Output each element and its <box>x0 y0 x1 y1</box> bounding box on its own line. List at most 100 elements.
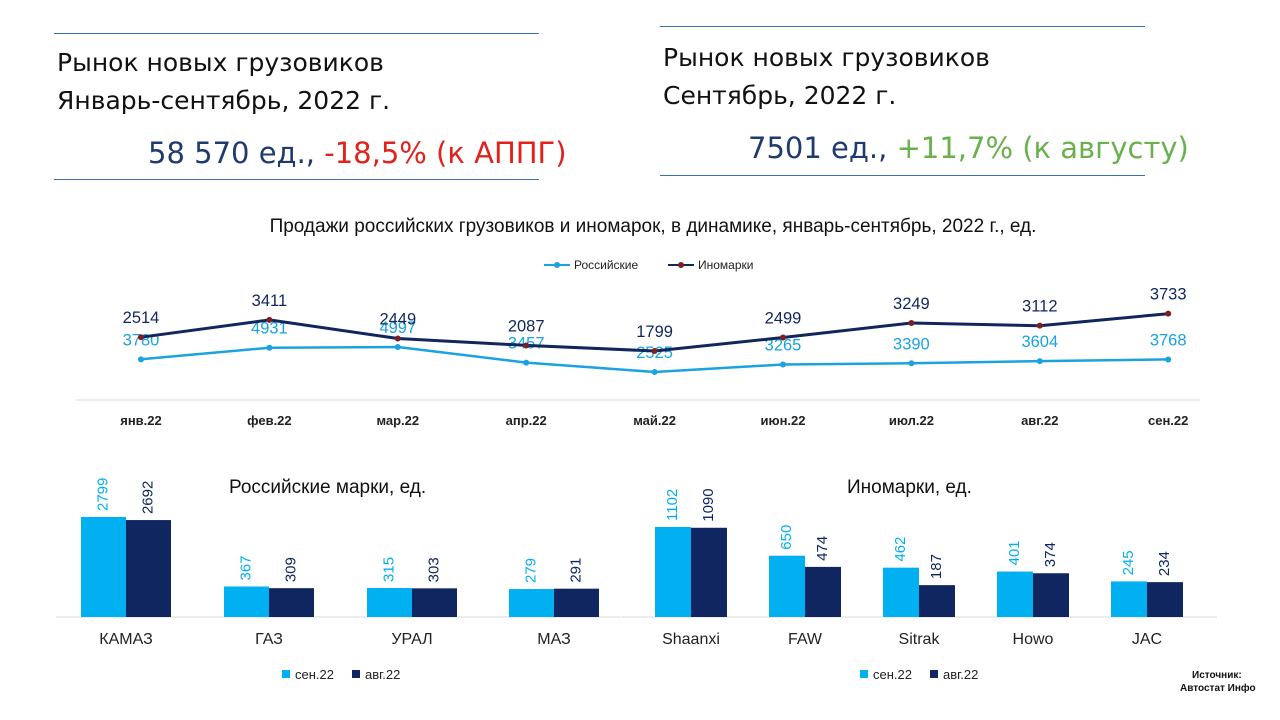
kpi-right-title-line1: Рынок новых грузовиков <box>663 43 990 72</box>
foreign-legend-swatch-sep <box>860 670 868 678</box>
foreign-category-label: Howo <box>1013 631 1054 648</box>
ru-bar-aug <box>554 588 599 617</box>
foreign-bar-aug <box>1033 573 1069 617</box>
kpi-left-top-rule <box>54 33 539 34</box>
line-chart: РоссийскиеИномарки3780493149973457252532… <box>76 258 1200 428</box>
point-russian <box>908 360 915 367</box>
data-label-russian: 4997 <box>379 319 416 337</box>
x-tick-label: июн.22 <box>760 413 805 428</box>
foreign-legend-label-aug: авг.22 <box>943 667 978 682</box>
legend-label-foreign: Иномарки <box>698 258 753 272</box>
source-note: Источник: Автостат Инфо <box>1180 669 1256 695</box>
x-tick-label: авг.22 <box>1021 413 1058 428</box>
foreign-label-aug: 1090 <box>700 488 717 521</box>
foreign-category-label: Sitrak <box>899 631 941 648</box>
line-chart-title: Продажи российских грузовиков и иномарок… <box>269 216 1037 237</box>
kpi-left-value-line: 58 570 ед., -18,5% (к АППГ) <box>148 136 567 170</box>
kpi-left-title-line2: Январь-сентябрь, 2022 г. <box>57 86 391 115</box>
point-russian <box>394 344 401 351</box>
ru-legend-swatch-sep <box>282 670 290 678</box>
ru-legend-label-aug: авг.22 <box>365 667 400 682</box>
point-russian <box>523 359 530 366</box>
foreign-bar-sep <box>655 527 691 617</box>
foreign-label-sep: 650 <box>778 525 795 550</box>
legend-marker-russian <box>554 262 560 268</box>
point-foreign <box>1165 310 1172 317</box>
kpi-right-value: 7501 ед., <box>748 131 888 165</box>
ru-legend-label-sep: сен.22 <box>295 667 334 682</box>
foreign-category-label: FAW <box>788 631 823 648</box>
ru-label-sep: 2799 <box>94 478 111 511</box>
foreign-bar-aug <box>805 566 841 617</box>
point-foreign <box>780 334 786 341</box>
foreign-bar-aug <box>1147 582 1183 617</box>
point-foreign <box>1036 322 1043 329</box>
x-tick-label: янв.22 <box>120 413 162 428</box>
x-tick-label: фев.22 <box>247 413 292 428</box>
point-foreign <box>266 316 273 323</box>
foreign-bar-sep <box>997 571 1033 617</box>
ru-category-label: МАЗ <box>537 631 570 648</box>
data-label-foreign: 3112 <box>1022 298 1057 316</box>
data-label-foreign: 2514 <box>123 309 160 327</box>
bar-chart-ru-title: Российские марки, ед. <box>229 477 427 498</box>
foreign-legend-swatch-aug <box>930 670 938 678</box>
data-label-foreign: 2449 <box>379 310 416 328</box>
ru-category-label: КАМАЗ <box>99 631 152 648</box>
x-tick-label: мар.22 <box>376 413 419 428</box>
kpi-left-title-line1: Рынок новых грузовиков <box>57 48 384 77</box>
point-foreign <box>394 335 401 342</box>
kpi-right-top-rule <box>660 26 1145 27</box>
kpi-right-bottom-rule <box>660 175 1145 176</box>
data-label-foreign: 1799 <box>636 323 673 341</box>
point-russian <box>1165 356 1172 363</box>
foreign-label-aug: 187 <box>928 554 945 579</box>
ru-category-label: ГАЗ <box>255 631 283 648</box>
ru-bar-sep <box>367 587 412 617</box>
point-foreign <box>908 320 915 327</box>
x-tick-label: апр.22 <box>506 413 547 428</box>
foreign-category-label: JAC <box>1132 631 1162 648</box>
kpi-left-bottom-rule <box>54 179 539 180</box>
foreign-legend-label-sep: сен.22 <box>873 667 912 682</box>
foreign-bar-sep <box>883 567 919 617</box>
ru-label-aug: 303 <box>425 557 442 582</box>
ru-label-aug: 309 <box>282 557 299 582</box>
kpi-right-title-line2: Сентябрь, 2022 г. <box>663 81 897 110</box>
x-tick-label: сен.22 <box>1148 413 1188 428</box>
bar-chart-foreign: 1102 1090 Shaanxi 650 474 FAW 462 187 Sitrak 401 3… <box>621 488 1217 682</box>
foreign-label-sep: 462 <box>892 537 909 562</box>
source-value: Автостат Инфо <box>1180 683 1256 694</box>
foreign-bar-aug <box>691 527 727 617</box>
data-label-foreign: 2087 <box>508 317 545 335</box>
ru-label-aug: 291 <box>567 558 584 583</box>
ru-label-sep: 367 <box>237 555 254 580</box>
ru-label-sep: 315 <box>380 557 397 582</box>
foreign-label-sep: 1102 <box>664 489 681 521</box>
kpi-left-value: 58 570 ед., <box>148 136 316 170</box>
point-russian <box>651 369 658 375</box>
foreign-label-sep: 401 <box>1006 540 1023 565</box>
ru-bar-aug <box>126 520 171 617</box>
ru-bar-sep <box>509 589 554 617</box>
point-foreign <box>651 348 658 354</box>
foreign-bar-sep <box>1111 581 1147 617</box>
ru-label-aug: 2692 <box>139 481 156 514</box>
kpi-right-value-line: 7501 ед., +11,7% (к августу) <box>748 131 1189 165</box>
point-russian <box>1036 358 1043 365</box>
legend-label-russian: Российские <box>574 258 639 272</box>
source-label: Источник: <box>1192 670 1242 681</box>
point-foreign <box>523 342 530 349</box>
bar-chart-russian: 2799 2692 КАМАЗ 367 309 ГАЗ 315 303 УРАЛ 279 291 МА… <box>56 478 620 682</box>
ru-bar-aug <box>412 588 457 617</box>
data-label-russian: 3265 <box>765 337 802 355</box>
point-russian <box>780 361 786 368</box>
foreign-label-aug: 374 <box>1042 542 1059 567</box>
ru-bar-sep <box>224 586 269 617</box>
ru-legend-swatch-aug <box>352 670 360 678</box>
data-label-russian: 3768 <box>1150 331 1187 349</box>
ru-bar-aug <box>269 588 314 617</box>
data-label-russian: 3604 <box>1021 333 1058 351</box>
data-label-russian: 4931 <box>251 320 288 338</box>
legend-marker-foreign <box>678 262 684 268</box>
